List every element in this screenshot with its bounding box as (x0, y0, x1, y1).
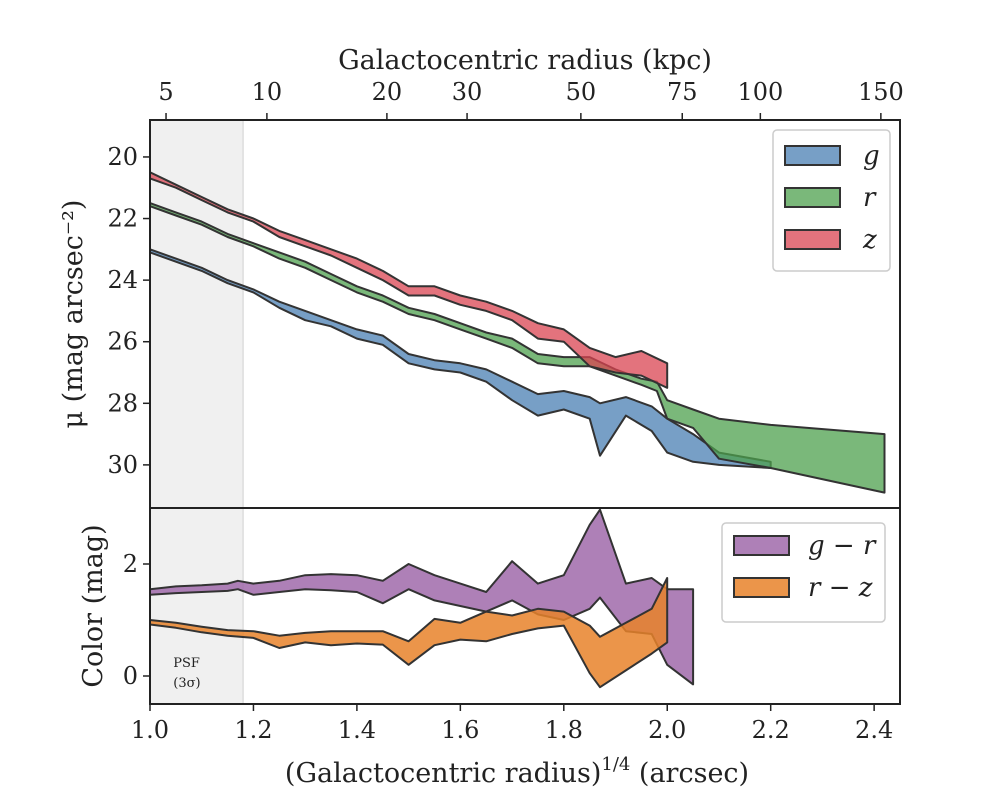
ytick-label-30: 30 (107, 451, 138, 479)
band-r (150, 202, 886, 494)
ylabel-surface-brightness: μ (mag arcsec⁻²) (58, 200, 89, 429)
psf-annotation-line1: PSF (173, 656, 200, 671)
ytick-label-20: 20 (107, 143, 138, 171)
ytick-label-22: 22 (107, 205, 138, 233)
top-tick-label-75: 75 (667, 78, 698, 106)
legend-label-r: r (863, 183, 877, 213)
legend-label-color-0: g − r (808, 531, 877, 561)
legend-swatch-r (784, 187, 841, 208)
legend-label-color-1: r − z (808, 573, 873, 603)
color-ytick-label-2: 2 (123, 550, 138, 578)
band-z (150, 171, 669, 389)
xlabel: (Galactocentric radius)1/4 (arcsec) (285, 754, 749, 789)
top-tick-label-20: 20 (372, 78, 403, 106)
color-panel: PSF (3σ) 0 2 1.0 1.2 1.4 1.6 1.8 2.0 2.2 2.4 Color (… (78, 507, 901, 789)
legend-label-g: g (863, 141, 880, 171)
legend-swatch-z (784, 229, 841, 250)
top-tick-label-150: 150 (858, 78, 904, 106)
bottom-panel-frame (149, 507, 901, 705)
surface-brightness-bands (150, 171, 886, 494)
surface-brightness-panel: 20 22 24 26 28 30 5 10 20 30 50 75 100 150 Galactocent… (58, 45, 904, 509)
psf-shaded-region-bottom (150, 508, 244, 704)
top-axis-title: Galactocentric radius (kpc) (338, 45, 712, 76)
ylabel-color: Color (mag) (78, 524, 109, 687)
xtick-label-7: 2.4 (855, 716, 893, 744)
ytick-label-24: 24 (107, 266, 138, 294)
color-ytick-label-0: 0 (123, 662, 138, 690)
xtick-label-0: 1.0 (131, 716, 169, 744)
xtick-label-5: 2.0 (648, 716, 686, 744)
legend-surface-brightness: grz (772, 129, 891, 272)
legend-color: g − r r − z (721, 522, 886, 623)
xtick-label-3: 1.6 (441, 716, 479, 744)
psf-annotation-line2: (3σ) (173, 676, 200, 691)
top-tick-label-50: 50 (566, 78, 597, 106)
xtick-label-1: 1.2 (234, 716, 272, 744)
top-tick-label-5: 5 (158, 78, 173, 106)
xlabel-main: (Galactocentric radius) (285, 758, 601, 789)
xtick-label-6: 2.2 (752, 716, 790, 744)
top-tick-label-100: 100 (737, 78, 783, 106)
ytick-label-26: 26 (107, 328, 138, 356)
legend-swatch-g (784, 145, 841, 166)
ytick-label-28: 28 (107, 389, 138, 417)
color-bands (150, 508, 695, 689)
top-tick-label-10: 10 (252, 78, 283, 106)
band-color-0 (150, 508, 695, 686)
legend-swatch-color-0 (733, 535, 790, 556)
xlabel-superscript: 1/4 (601, 754, 630, 775)
legend-swatch-color-1 (733, 577, 790, 598)
legend-label-z: z (862, 225, 877, 255)
band-color-1 (150, 577, 669, 689)
xlabel-unit: (arcsec) (630, 758, 749, 789)
xtick-label-2: 1.4 (338, 716, 376, 744)
top-tick-label-30: 30 (452, 78, 483, 106)
xtick-label-4: 1.8 (545, 716, 583, 744)
